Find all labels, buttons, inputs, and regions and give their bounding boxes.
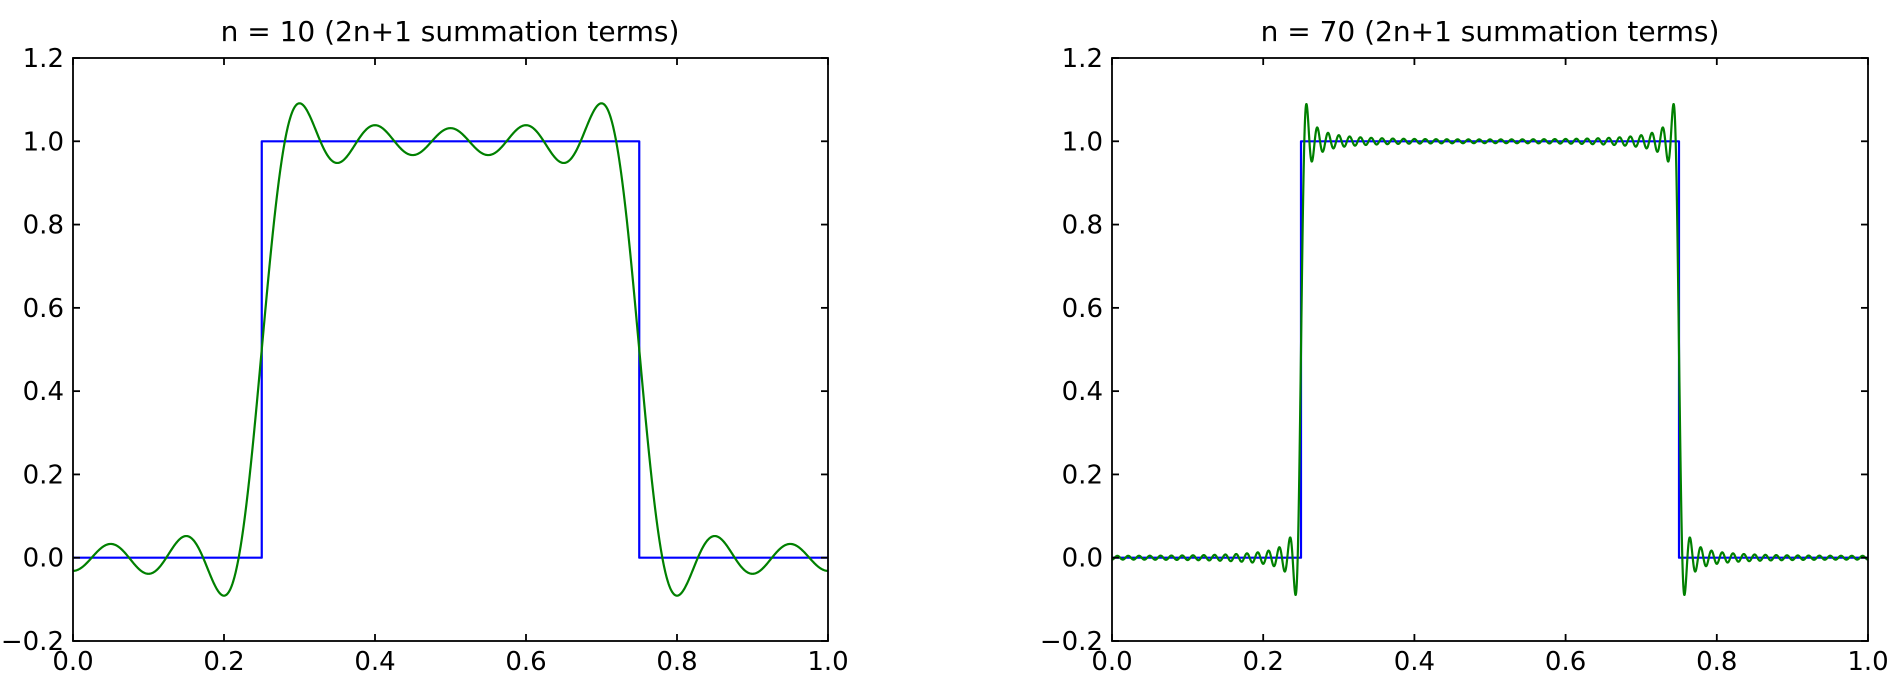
y-tick-label: −0.2 bbox=[1, 627, 64, 657]
x-tick-label: 0.0 bbox=[1091, 647, 1132, 677]
fourier-partial-sum-line bbox=[72, 102, 829, 597]
x-tick-label: 1.0 bbox=[1847, 647, 1888, 677]
x-tick-label: 0.6 bbox=[1545, 647, 1586, 677]
x-tick-label: 0.2 bbox=[203, 647, 244, 677]
square-wave-line bbox=[73, 140, 828, 559]
y-tick-label: 1.2 bbox=[1062, 44, 1103, 74]
axes-frame bbox=[72, 57, 829, 642]
y-tick-label: 0.8 bbox=[23, 211, 64, 241]
subplot-right-title: n = 70 (2n+1 summation terms) bbox=[1260, 15, 1720, 48]
subplot-left: 0.0 0.2 0.4 0.6 0.8 1.0−0.20.00.20.40.60.81.0… bbox=[1, 44, 849, 677]
y-tick-label: 1.0 bbox=[1062, 127, 1103, 157]
x-tick-label: 0.0 bbox=[52, 647, 93, 677]
y-tick-label: 0.2 bbox=[1062, 460, 1103, 490]
y-tick-label: 0.6 bbox=[23, 294, 64, 324]
x-tick-label: 0.8 bbox=[656, 647, 697, 677]
y-tick-label: 0.2 bbox=[23, 460, 64, 490]
y-tick-label: 0.4 bbox=[1062, 377, 1103, 407]
fourier-partial-sum-line bbox=[1111, 102, 1869, 597]
x-tick-label: 0.6 bbox=[505, 647, 546, 677]
y-tick-label: −0.2 bbox=[1040, 627, 1103, 657]
subplot-left-title: n = 10 (2n+1 summation terms) bbox=[220, 15, 680, 48]
x-tick-label: 0.8 bbox=[1696, 647, 1737, 677]
subplot-right: 0.0 0.2 0.4 0.6 0.8 1.0−0.20.00.20.40.60.81.0… bbox=[1040, 44, 1889, 677]
x-tick-label: 0.4 bbox=[354, 647, 395, 677]
axes-frame bbox=[1111, 57, 1869, 642]
x-tick-label: 0.2 bbox=[1243, 647, 1284, 677]
y-tick-label: 1.0 bbox=[23, 127, 64, 157]
y-tick-label: 0.8 bbox=[1062, 211, 1103, 241]
y-tick-label: 0.6 bbox=[1062, 294, 1103, 324]
y-tick-label: 0.0 bbox=[23, 544, 64, 574]
x-tick-label: 0.4 bbox=[1394, 647, 1435, 677]
square-wave-line bbox=[1112, 140, 1868, 559]
x-tick-label: 1.0 bbox=[807, 647, 848, 677]
y-tick-label: 0.4 bbox=[23, 377, 64, 407]
y-tick-label: 0.0 bbox=[1062, 544, 1103, 574]
y-tick-label: 1.2 bbox=[23, 44, 64, 74]
